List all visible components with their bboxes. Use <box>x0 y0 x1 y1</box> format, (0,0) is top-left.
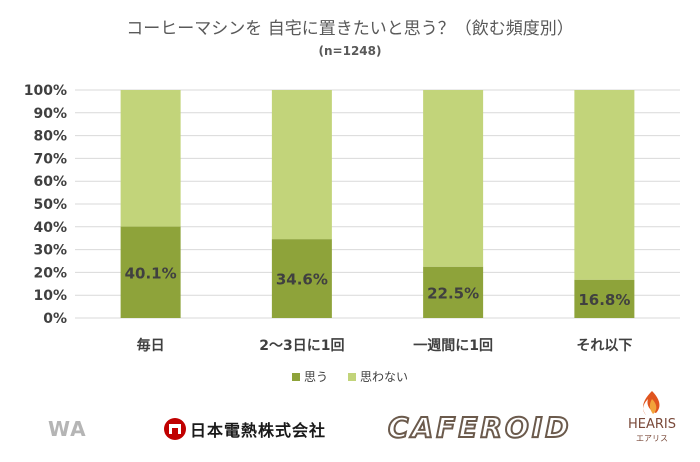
hearis-flame-icon <box>643 391 660 415</box>
x-category-label: 2〜3日に1回 <box>259 338 344 354</box>
wa-logo: WA <box>48 417 87 441</box>
hearis-name: HEARIS <box>627 417 676 432</box>
bar-omowanai <box>423 90 484 267</box>
legend: 思う 思わない <box>0 368 700 385</box>
bar-omowanai <box>120 90 181 227</box>
data-label: 22.5% <box>427 284 479 302</box>
caferoid-logo: CAFEROID <box>387 410 572 445</box>
x-category-label: 一週間に1回 <box>413 338 493 354</box>
x-category-label: 毎日 <box>137 337 165 354</box>
y-tick-label: 70% <box>33 151 67 167</box>
data-label: 34.6% <box>276 271 328 289</box>
x-category-label: それ以下 <box>576 338 632 354</box>
legend-label-omowanai: 思わない <box>360 370 409 384</box>
bar-omou <box>423 266 484 318</box>
y-tick-label: 100% <box>24 83 67 99</box>
y-tick-label: 90% <box>33 106 67 122</box>
hearis-logo: HEARIS エアリス <box>622 391 682 460</box>
y-tick-label: 30% <box>33 243 67 259</box>
data-label: 16.8% <box>578 291 630 309</box>
nihon-dennetsu-mark-icon <box>164 418 186 440</box>
bar-omowanai <box>574 90 635 280</box>
legend-item-omou: 思う <box>291 368 328 385</box>
legend-item-omowanai: 思わない <box>348 368 408 385</box>
y-tick-label: 80% <box>33 129 67 145</box>
bar-omou <box>271 239 332 318</box>
bar-omowanai <box>271 90 332 240</box>
y-tick-label: 20% <box>33 265 67 281</box>
y-tick-label: 40% <box>33 220 67 236</box>
y-tick-label: 50% <box>33 197 67 213</box>
legend-label-omou: 思う <box>303 370 328 384</box>
y-tick-label: 0% <box>43 311 67 327</box>
hearis-subname: エアリス <box>636 434 668 443</box>
y-tick-label: 10% <box>33 288 67 304</box>
bar-omou <box>574 279 635 318</box>
nihon-dennetsu-name: 日本電熱株式会社 <box>190 421 327 440</box>
logo-strip: WA 日本電熱株式会社 CAFEROID HEARIS エアリス <box>0 391 700 462</box>
y-tick-label: 60% <box>33 174 67 190</box>
data-label: 40.1% <box>125 264 177 282</box>
legend-swatch-omowanai <box>348 372 356 381</box>
nihon-dennetsu-logo: 日本電熱株式会社 <box>164 417 326 441</box>
legend-swatch-omou <box>291 372 300 381</box>
chart-subtitle: (n=1248) <box>318 44 382 58</box>
chart-title: コーヒーマシンを 自宅に置きたいと思う？（飲む頻度別） <box>126 19 574 39</box>
bar-omou <box>120 226 181 318</box>
